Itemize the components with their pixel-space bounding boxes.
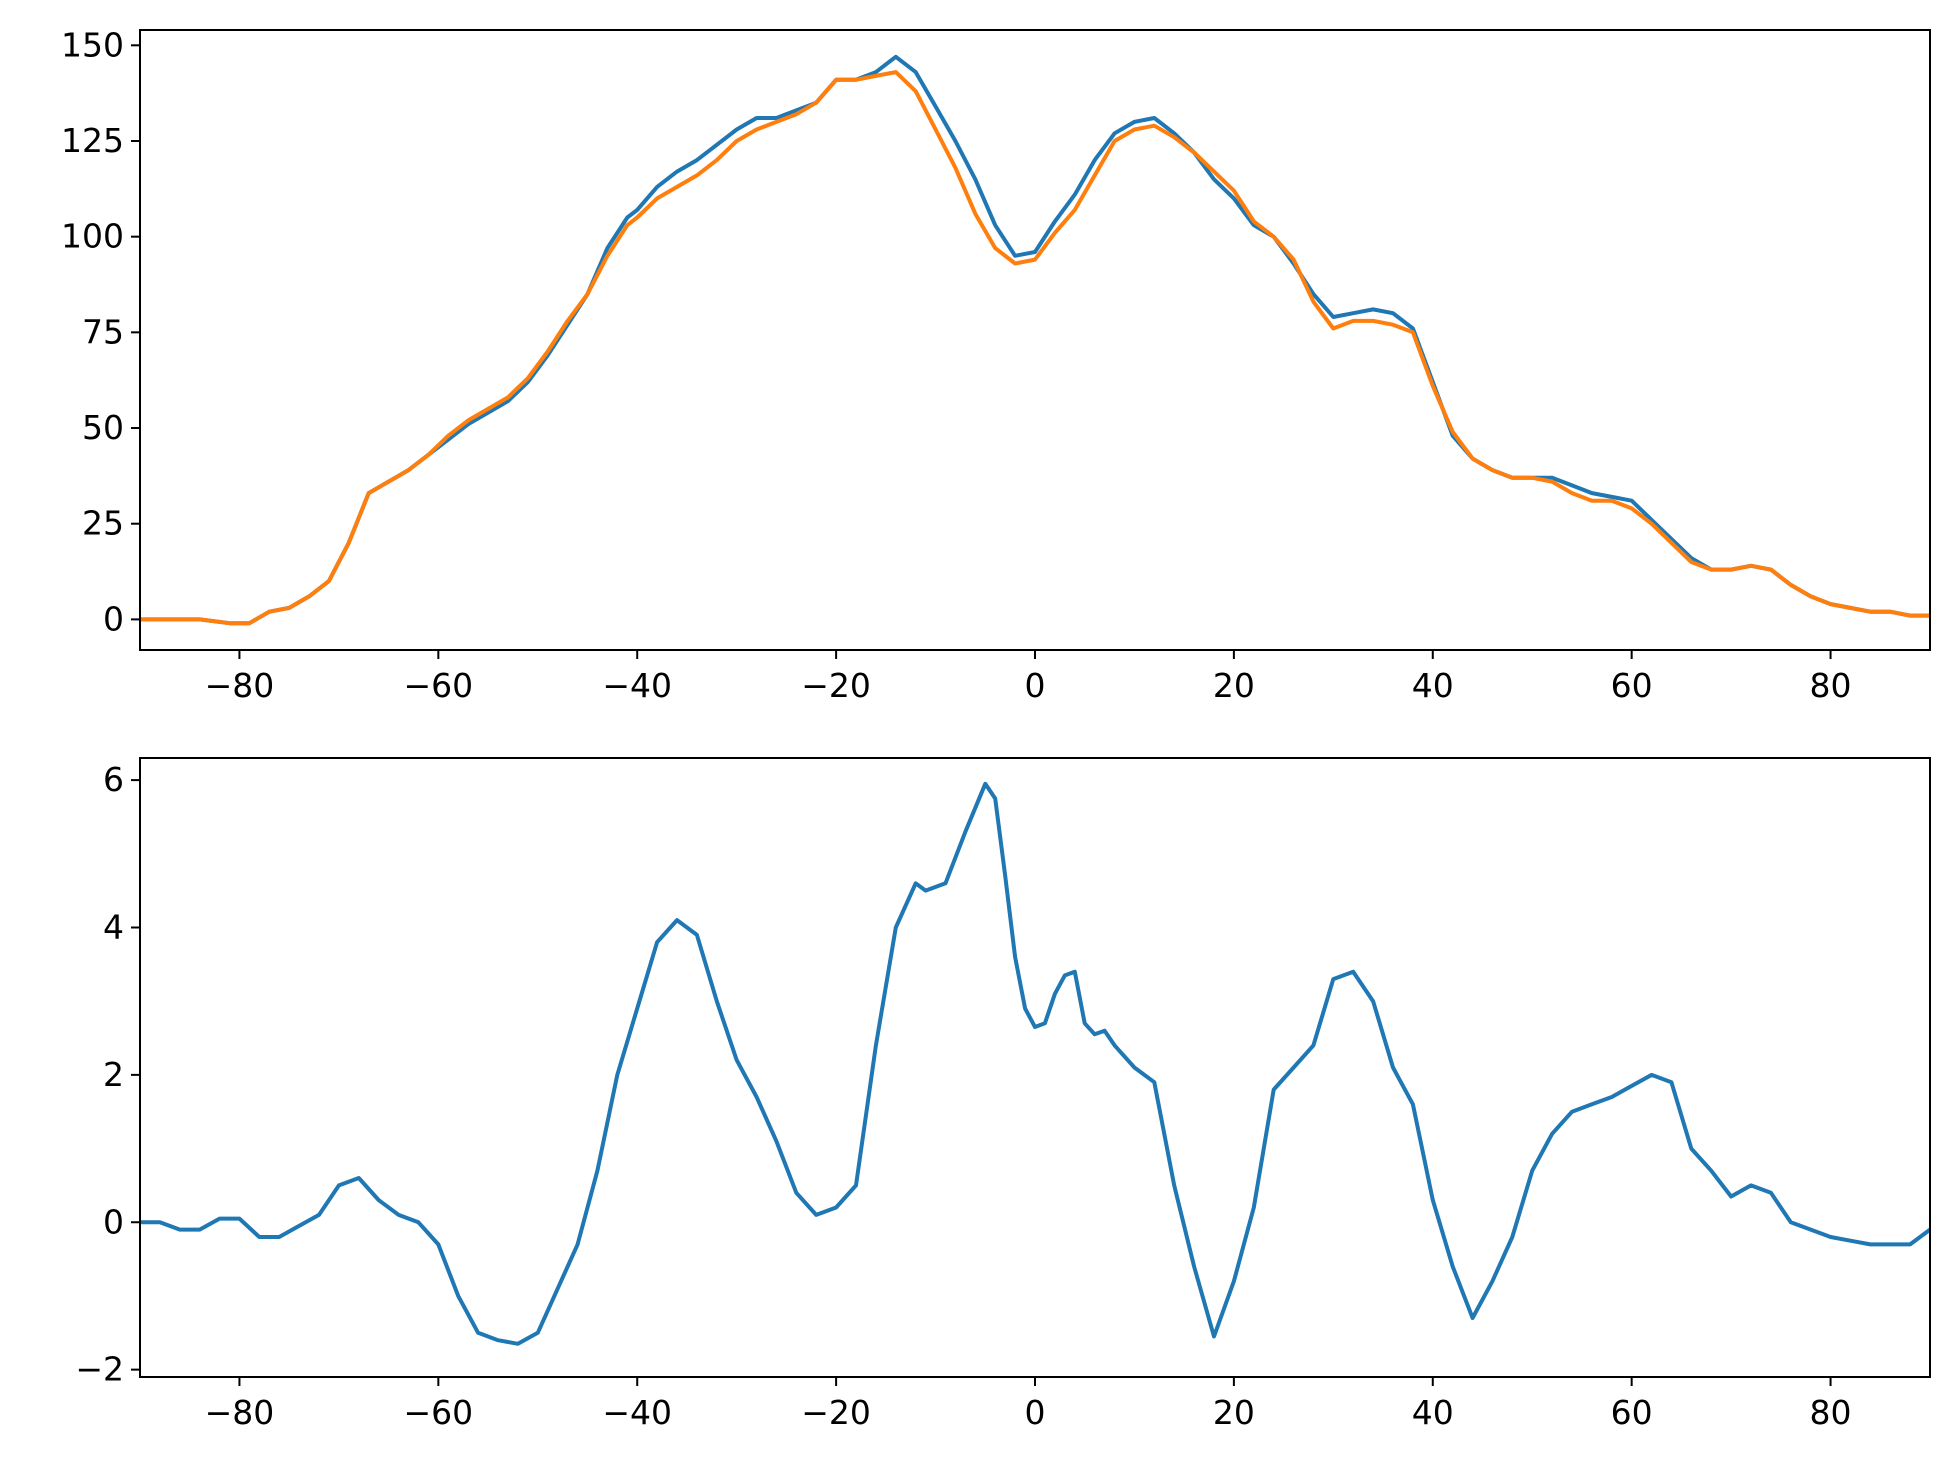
x-tick-label: 60 <box>1611 666 1653 705</box>
series-line-1 <box>140 781 1930 1346</box>
x-tick-label: −40 <box>602 1393 672 1432</box>
y-tick-label: 50 <box>82 408 124 447</box>
x-tick-label: 80 <box>1810 1393 1852 1432</box>
x-tick-label: 60 <box>1611 1393 1653 1432</box>
axes-frame <box>139 29 1931 651</box>
y-tick-label: 25 <box>82 504 124 543</box>
x-tick-label: −60 <box>404 666 474 705</box>
x-tick-label: 20 <box>1213 666 1255 705</box>
y-tick-label: 125 <box>61 121 124 160</box>
y-tick-label: 75 <box>82 312 124 351</box>
axes-frame <box>139 757 1931 1378</box>
x-tick-label: −80 <box>205 1393 275 1432</box>
series-line-2 <box>140 70 1930 626</box>
series-line-1 <box>140 54 1930 626</box>
y-tick-label: 0 <box>103 599 124 638</box>
x-tick-label: −20 <box>801 1393 871 1432</box>
y-tick-label: 6 <box>103 760 124 799</box>
y-tick-label: 2 <box>103 1055 124 1094</box>
x-tick-label: −80 <box>205 666 275 705</box>
x-tick-label: 20 <box>1213 1393 1255 1432</box>
x-tick-label: 80 <box>1810 666 1852 705</box>
y-tick-label: −2 <box>75 1350 124 1389</box>
y-tick-label: 4 <box>103 907 124 946</box>
y-tick-label: 150 <box>61 25 124 64</box>
x-tick-label: −40 <box>602 666 672 705</box>
x-tick-label: 40 <box>1412 666 1454 705</box>
y-tick-label: 0 <box>103 1202 124 1241</box>
y-tick-label: 100 <box>61 217 124 256</box>
x-tick-label: 40 <box>1412 1393 1454 1432</box>
x-tick-label: −20 <box>801 666 871 705</box>
x-tick-label: 0 <box>1025 666 1046 705</box>
top-chart: −80 −60 −40 −20 0 20 40 60 80 0 25 50 75 100 125 150 <box>61 25 1931 705</box>
x-tick-label: −60 <box>404 1393 474 1432</box>
x-tick-label: 0 <box>1025 1393 1046 1432</box>
